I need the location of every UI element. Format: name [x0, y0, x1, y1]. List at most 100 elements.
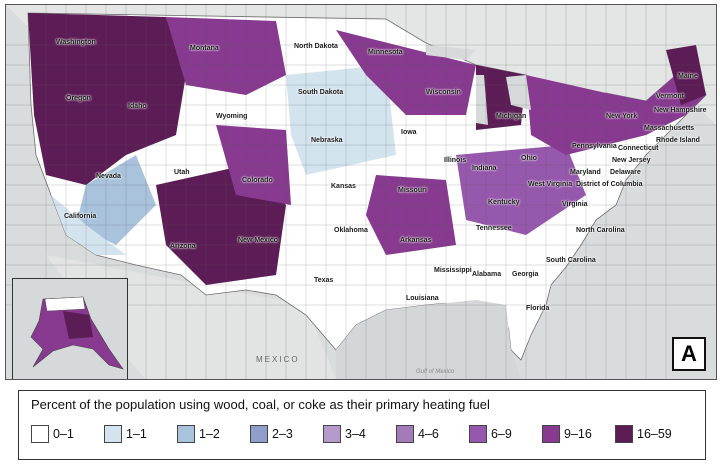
- region-northeast: [526, 65, 706, 155]
- canada-land: [6, 5, 716, 125]
- state-label-delaware: Delaware: [610, 169, 641, 176]
- alaska-north-slope: [44, 296, 86, 312]
- state-label-west-virginia: West Virginia: [528, 181, 573, 188]
- state-label-california: California: [64, 213, 97, 220]
- region-ozarks: [366, 175, 456, 255]
- region-northwest: [28, 13, 186, 185]
- state-label-new-york: New York: [606, 113, 638, 120]
- state-label-minnesota: Minnesota: [368, 49, 403, 56]
- state-label-connecticut: Connecticut: [618, 145, 659, 152]
- legend-item: 6–9: [469, 425, 542, 443]
- legend-label: 9–16: [564, 427, 592, 441]
- state-label-indiana: Indiana: [472, 165, 497, 172]
- state-label-kentucky: Kentucky: [488, 199, 520, 206]
- state-label-ohio: Ohio: [521, 155, 537, 162]
- legend-swatch: [542, 425, 560, 443]
- state-label-oregon: Oregon: [66, 95, 91, 102]
- region-nevada: [76, 155, 156, 245]
- choropleth-map: Washington Montana North Dakota Minnesot…: [5, 4, 717, 380]
- legend-swatch: [323, 425, 341, 443]
- state-label-virginia: Virginia: [562, 201, 588, 208]
- state-label-maryland: Maryland: [570, 169, 601, 176]
- state-label-texas: Texas: [314, 277, 334, 284]
- legend-swatch: [104, 425, 122, 443]
- state-label-arizona: Arizona: [170, 243, 196, 250]
- state-label-south-dakota: South Dakota: [298, 89, 344, 96]
- lake-michigan: [476, 75, 488, 125]
- state-label-washington: Washington: [56, 39, 96, 46]
- state-label-georgia: Georgia: [512, 271, 539, 278]
- legend-label: 1–2: [199, 427, 220, 441]
- state-label-kansas: Kansas: [331, 183, 356, 190]
- state-label-florida: Florida: [526, 305, 550, 312]
- state-label-missouri: Missouri: [398, 187, 427, 194]
- state-label-utah: Utah: [174, 169, 190, 176]
- water-label-gulf: Gulf of Mexico: [416, 369, 455, 375]
- county-grid: [6, 5, 716, 379]
- state-label-illinois: Illinois: [444, 157, 467, 164]
- legend-label: 2–3: [272, 427, 293, 441]
- legend-item: 1–1: [104, 425, 177, 443]
- legend-label: 0–1: [53, 427, 74, 441]
- state-label-wyoming: Wyoming: [216, 113, 248, 120]
- state-label-north-dakota: North Dakota: [294, 43, 338, 50]
- state-label-colorado: Colorado: [242, 177, 273, 184]
- state-label-massachusetts: Massachusetts: [644, 125, 695, 132]
- state-label-arkansas: Arkansas: [400, 237, 432, 244]
- state-label-maine: Maine: [678, 73, 698, 80]
- state-label-north-carolina: North Carolina: [576, 227, 625, 234]
- state-label-montana: Montana: [190, 45, 219, 52]
- region-appalachia: [456, 145, 586, 235]
- lake-superior: [426, 45, 476, 60]
- legend-swatch: [31, 425, 49, 443]
- legend-label: 4–6: [418, 427, 439, 441]
- map-svg: [6, 5, 716, 379]
- region-southeast: [396, 245, 551, 335]
- state-label-nevada: Nevada: [96, 173, 121, 180]
- legend-label: 1–1: [126, 427, 147, 441]
- legend: Percent of the population using wood, co…: [18, 390, 706, 460]
- lake-huron: [506, 75, 531, 110]
- state-label-alabama: Alabama: [472, 271, 502, 278]
- state-label-south-carolina: South Carolina: [546, 257, 596, 264]
- region-plains: [286, 65, 396, 175]
- legend-item: 0–1: [31, 425, 104, 443]
- legend-swatch: [396, 425, 414, 443]
- legend-item: 4–6: [396, 425, 469, 443]
- legend-label: 6–9: [491, 427, 512, 441]
- legend-label: 16–59: [637, 427, 672, 441]
- state-label-mississippi: Mississippi: [434, 267, 472, 274]
- state-label-new-hampshire: New Hampshire: [654, 107, 707, 114]
- state-label-oklahoma: Oklahoma: [334, 227, 368, 234]
- state-label-nebraska: Nebraska: [311, 137, 343, 144]
- region-maine: [666, 45, 706, 105]
- legend-item: 16–59: [615, 425, 688, 443]
- state-label-pennsylvania: Pennsylvania: [572, 143, 617, 150]
- panel-letter: A: [672, 337, 706, 371]
- state-label-new-jersey: New Jersey: [612, 157, 651, 164]
- legend-title: Percent of the population using wood, co…: [31, 397, 490, 412]
- state-label-new-mexico: New Mexico: [238, 237, 279, 244]
- state-label-michigan: Michigan: [496, 113, 527, 120]
- legend-item: 3–4: [323, 425, 396, 443]
- legend-item: 2–3: [250, 425, 323, 443]
- legend-swatch: [469, 425, 487, 443]
- gulf-of-mexico: [336, 300, 521, 379]
- alaska-inset: [12, 278, 128, 379]
- alaska-svg: [30, 296, 124, 370]
- legend-label: 3–4: [345, 427, 366, 441]
- legend-items: 0–1 1–1 1–2 2–3 3–4 4–6 6–9 9–16: [31, 425, 688, 443]
- state-label-tennessee: Tennessee: [476, 225, 512, 232]
- state-label-dc: District of Columbia: [576, 181, 643, 188]
- country-label-mexico: MEXICO: [256, 355, 300, 364]
- legend-swatch: [177, 425, 195, 443]
- legend-item: 1–2: [177, 425, 250, 443]
- state-label-idaho: Idaho: [128, 103, 147, 110]
- legend-item: 9–16: [542, 425, 615, 443]
- alaska-interior-dark: [63, 311, 93, 339]
- legend-swatch: [615, 425, 633, 443]
- state-label-wisconsin: Wisconsin: [426, 89, 461, 96]
- state-label-louisiana: Louisiana: [406, 295, 439, 302]
- state-label-iowa: Iowa: [401, 129, 417, 136]
- legend-swatch: [250, 425, 268, 443]
